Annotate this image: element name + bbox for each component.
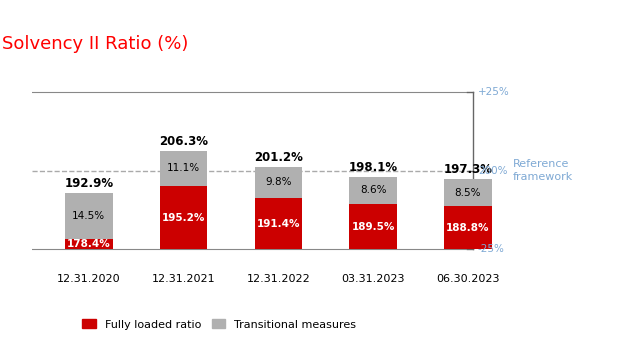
Text: Reference
framework: Reference framework [513, 159, 573, 182]
Text: 9.8%: 9.8% [265, 177, 292, 187]
Bar [349, 177, 397, 204]
Text: 201.2%: 201.2% [254, 151, 303, 164]
Bar [255, 198, 302, 250]
Bar [65, 239, 113, 250]
Text: 188.8%: 188.8% [446, 223, 490, 233]
Bar [444, 179, 492, 206]
Text: 11.1%: 11.1% [167, 163, 200, 173]
Bar [160, 186, 207, 250]
Text: -25%: -25% [478, 245, 505, 254]
Text: 189.5%: 189.5% [351, 222, 395, 232]
Text: 192.9%: 192.9% [64, 177, 113, 190]
Text: 197.3%: 197.3% [444, 163, 492, 176]
Text: 198.1%: 198.1% [349, 161, 397, 173]
Text: 178.4%: 178.4% [67, 239, 111, 249]
Text: 195.2%: 195.2% [162, 213, 205, 223]
Legend: Fully loaded ratio, Transitional measures: Fully loaded ratio, Transitional measure… [78, 314, 361, 334]
Bar [349, 204, 397, 250]
Text: 200%: 200% [478, 166, 508, 176]
Bar [65, 193, 113, 239]
Text: 14.5%: 14.5% [72, 211, 106, 221]
Bar [255, 167, 302, 198]
Bar [160, 151, 207, 186]
Text: +25%: +25% [478, 87, 509, 97]
Text: Solvency II Ratio (%): Solvency II Ratio (%) [3, 35, 189, 53]
Text: 206.3%: 206.3% [159, 135, 208, 148]
Bar [444, 206, 492, 250]
Text: 8.5%: 8.5% [454, 187, 481, 198]
Text: 191.4%: 191.4% [257, 218, 300, 229]
Text: 8.6%: 8.6% [360, 185, 387, 195]
